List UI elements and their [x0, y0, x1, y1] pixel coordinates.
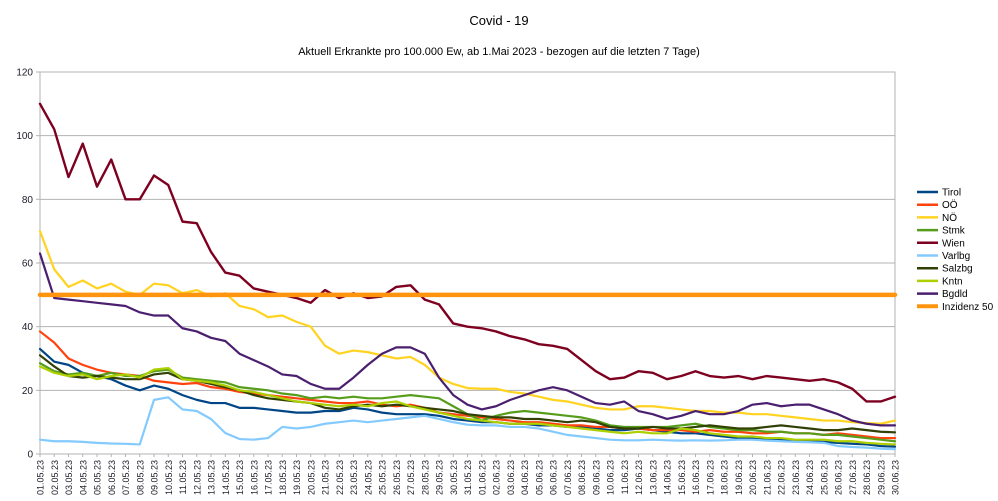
- series-line-wien: [38, 102, 897, 403]
- x-axis-label: 10.05.23: [164, 460, 174, 495]
- x-axis-label: 02.06.23: [492, 460, 502, 495]
- x-axis-label: 21.06.23: [762, 460, 772, 495]
- series-line-oö: [38, 330, 897, 440]
- x-axis-label: 28.06.23: [862, 460, 872, 495]
- series-line-varlbg: [38, 396, 897, 451]
- y-axis-label: 40: [22, 322, 34, 333]
- x-axis-label: 20.05.23: [306, 460, 316, 495]
- x-axis-label: 29.06.23: [876, 460, 886, 495]
- x-axis-label: 15.06.23: [677, 460, 687, 495]
- x-axis-label: 05.06.23: [534, 460, 544, 495]
- chart-title: Covid - 19: [469, 13, 529, 28]
- x-axis-label: 03.06.23: [506, 460, 516, 495]
- series-line-tirol: [38, 347, 897, 448]
- x-axis-label: 19.05.23: [292, 460, 302, 495]
- x-axis-label: 15.05.23: [235, 460, 245, 495]
- x-axis-label: 06.06.23: [549, 460, 559, 495]
- x-axis-label: 22.05.23: [335, 460, 345, 495]
- x-axis-label: 30.06.23: [891, 460, 901, 495]
- x-axis-label: 26.05.23: [392, 460, 402, 495]
- x-axis-label: 18.05.23: [278, 460, 288, 495]
- y-axis-label: 0: [27, 450, 33, 461]
- x-axis-label: 31.05.23: [463, 460, 473, 495]
- x-axis-label: 25.06.23: [819, 460, 829, 495]
- y-axis-label: 60: [22, 259, 34, 270]
- x-axis-label: 12.05.23: [192, 460, 202, 495]
- legend-label-2: OÖ: [942, 199, 958, 211]
- y-axis-label: 120: [16, 68, 33, 79]
- x-axis-label: 25.05.23: [378, 460, 388, 495]
- x-axis-label: 09.06.23: [591, 460, 601, 495]
- legend-label-5: Wien: [942, 238, 965, 249]
- x-axis-label: 01.06.23: [477, 460, 487, 495]
- x-axis-label: 19.06.23: [734, 460, 744, 495]
- x-axis-label: 28.05.23: [420, 460, 430, 495]
- x-axis-label: 04.05.23: [78, 460, 88, 495]
- x-axis-label: 14.05.23: [221, 460, 231, 495]
- x-axis-label: 20.06.23: [748, 460, 758, 495]
- x-axis-label: 04.06.23: [520, 460, 530, 495]
- x-axis-label: 02.05.23: [50, 460, 60, 495]
- legend-label-9: Bgdld: [942, 289, 968, 300]
- x-axis-label: 08.05.23: [135, 460, 145, 495]
- x-axis-label: 23.05.23: [349, 460, 359, 495]
- y-axis-label: 80: [22, 195, 34, 206]
- x-axis-label: 27.05.23: [406, 460, 416, 495]
- x-axis-label: 27.06.23: [848, 460, 858, 495]
- x-axis-label: 30.05.23: [449, 460, 459, 495]
- x-axis-label: 11.06.23: [620, 460, 630, 494]
- x-axis-label: 24.06.23: [805, 460, 815, 495]
- series-line-kntn: [38, 365, 897, 446]
- x-axis-label: 13.06.23: [648, 460, 658, 495]
- x-axis-label: 17.05.23: [264, 460, 274, 495]
- x-axis-label: 23.06.23: [791, 460, 801, 495]
- y-axis-label: 100: [16, 131, 33, 142]
- x-axis-label: 10.06.23: [606, 460, 616, 495]
- legend-label-7: Salzbg: [942, 264, 973, 275]
- x-axis-label: 11.05.23: [178, 460, 188, 494]
- x-axis-label: 09.05.23: [150, 460, 160, 495]
- x-axis-label: 12.06.23: [634, 460, 644, 495]
- x-axis-label: 08.06.23: [577, 460, 587, 495]
- x-axis-label: 26.06.23: [834, 460, 844, 495]
- x-axis-label: 16.05.23: [249, 460, 259, 495]
- chart-subtitle: Aktuell Erkrankte pro 100.000 Ew, ab 1.M…: [298, 46, 700, 58]
- x-axis-label: 21.05.23: [321, 460, 331, 495]
- x-axis-label: 16.06.23: [691, 460, 701, 495]
- y-axis-label: 20: [22, 386, 34, 397]
- x-axis-label: 17.06.23: [705, 460, 715, 495]
- x-axis-label: 07.06.23: [563, 460, 573, 495]
- series-line-bgdld: [38, 252, 897, 427]
- legend-label-3: NÖ: [942, 212, 957, 224]
- x-axis-label: 01.05.23: [36, 460, 46, 495]
- x-axis-label: 13.05.23: [207, 460, 217, 495]
- x-axis-label: 14.06.23: [663, 460, 673, 495]
- x-axis-label: 07.05.23: [121, 460, 131, 495]
- legend-label-10: Inzidenz 50: [942, 302, 994, 313]
- x-axis-label: 29.05.23: [435, 460, 445, 495]
- x-axis-label: 18.06.23: [720, 460, 730, 495]
- legend-label-4: Stmk: [942, 226, 966, 237]
- x-axis-label: 22.06.23: [777, 460, 787, 495]
- x-axis-label: 06.05.23: [107, 460, 117, 495]
- legend-label-6: Varlbg: [942, 251, 970, 262]
- x-axis-label: 24.05.23: [363, 460, 373, 495]
- x-axis-label: 05.05.23: [93, 460, 103, 495]
- x-axis-label: 03.05.23: [64, 460, 74, 495]
- legend-label-1: Tirol: [942, 188, 961, 199]
- legend-label-8: Kntn: [942, 276, 963, 287]
